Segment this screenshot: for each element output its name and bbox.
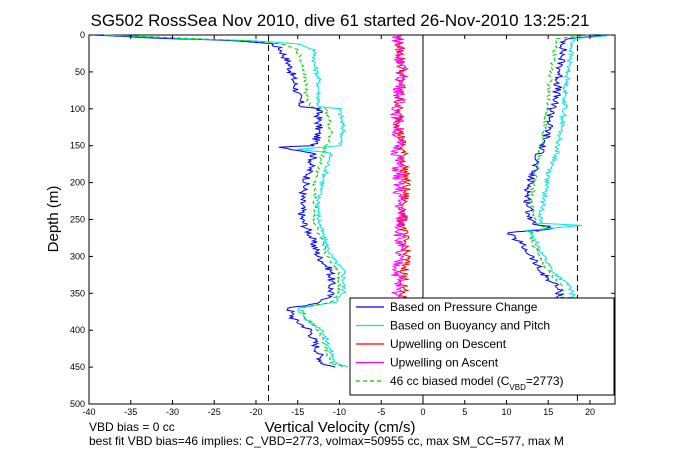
- x-tick-label-12: 20: [585, 407, 595, 417]
- y-tick-label-5: 250: [70, 215, 85, 225]
- legend-entry-1: Based on Buoyancy and Pitch: [390, 319, 550, 333]
- series-0-descent-line: [92, 34, 337, 368]
- x-axis-label: Vertical Velocity (cm/s): [265, 419, 416, 436]
- y-tick-label-6: 300: [70, 251, 85, 261]
- x-tick-label-2: -30: [166, 407, 179, 417]
- x-tick-label-1: -35: [124, 407, 137, 417]
- series-layer: [92, 34, 615, 368]
- series-4-ascent-line: [528, 34, 589, 303]
- footnote-best-fit: best fit VBD bias=46 implies: C_VBD=2773…: [89, 434, 564, 448]
- y-tick-label-3: 150: [70, 141, 85, 151]
- x-tick-label-7: -5: [377, 407, 385, 417]
- series-1-descent-line: [103, 34, 349, 368]
- series-4-descent-line: [107, 34, 344, 368]
- y-tick-label-7: 350: [70, 288, 85, 298]
- y-tick-label-1: 50: [75, 67, 85, 77]
- y-axis-ticks: 0 50 100 150 200 250 300 350 400 450 500: [70, 30, 615, 409]
- series-1-ascent-line: [525, 34, 615, 303]
- legend-entry-3: Upwelling on Ascent: [390, 356, 499, 370]
- legend-box: [349, 297, 615, 396]
- y-tick-label-9: 450: [70, 362, 85, 372]
- x-axis-ticks: -40 -35 -30 -25 -20 -15 -10 -5 0 5 10 15 20: [82, 35, 595, 417]
- x-tick-label-6: -10: [333, 407, 346, 417]
- y-tick-label-0: 0: [80, 30, 85, 40]
- footnote-vbd-bias: VBD bias = 0 cc: [89, 420, 175, 434]
- y-tick-label-4: 200: [70, 178, 85, 188]
- chart-title: SG502 RossSea Nov 2010, dive 61 started …: [91, 11, 590, 30]
- legend-entry-0: Based on Pressure Change: [390, 300, 538, 314]
- legend-entry-2: Upwelling on Descent: [390, 337, 507, 351]
- x-tick-label-3: -25: [208, 407, 221, 417]
- y-tick-label-10: 500: [70, 399, 85, 409]
- y-tick-label-2: 100: [70, 104, 85, 114]
- x-tick-label-0: -40: [82, 407, 95, 417]
- x-tick-label-4: -20: [249, 407, 262, 417]
- x-tick-label-11: 15: [543, 407, 553, 417]
- x-tick-label-10: 10: [501, 407, 511, 417]
- series-3-descent-line: [389, 34, 409, 298]
- legend: Based on Pressure Change Based on Buoyanc…: [349, 297, 615, 396]
- x-tick-label-9: 5: [462, 407, 467, 417]
- y-tick-label-8: 400: [70, 325, 85, 335]
- x-tick-label-8: 0: [420, 407, 425, 417]
- x-tick-label-5: -15: [291, 407, 304, 417]
- y-axis-label: Depth (m): [45, 186, 62, 253]
